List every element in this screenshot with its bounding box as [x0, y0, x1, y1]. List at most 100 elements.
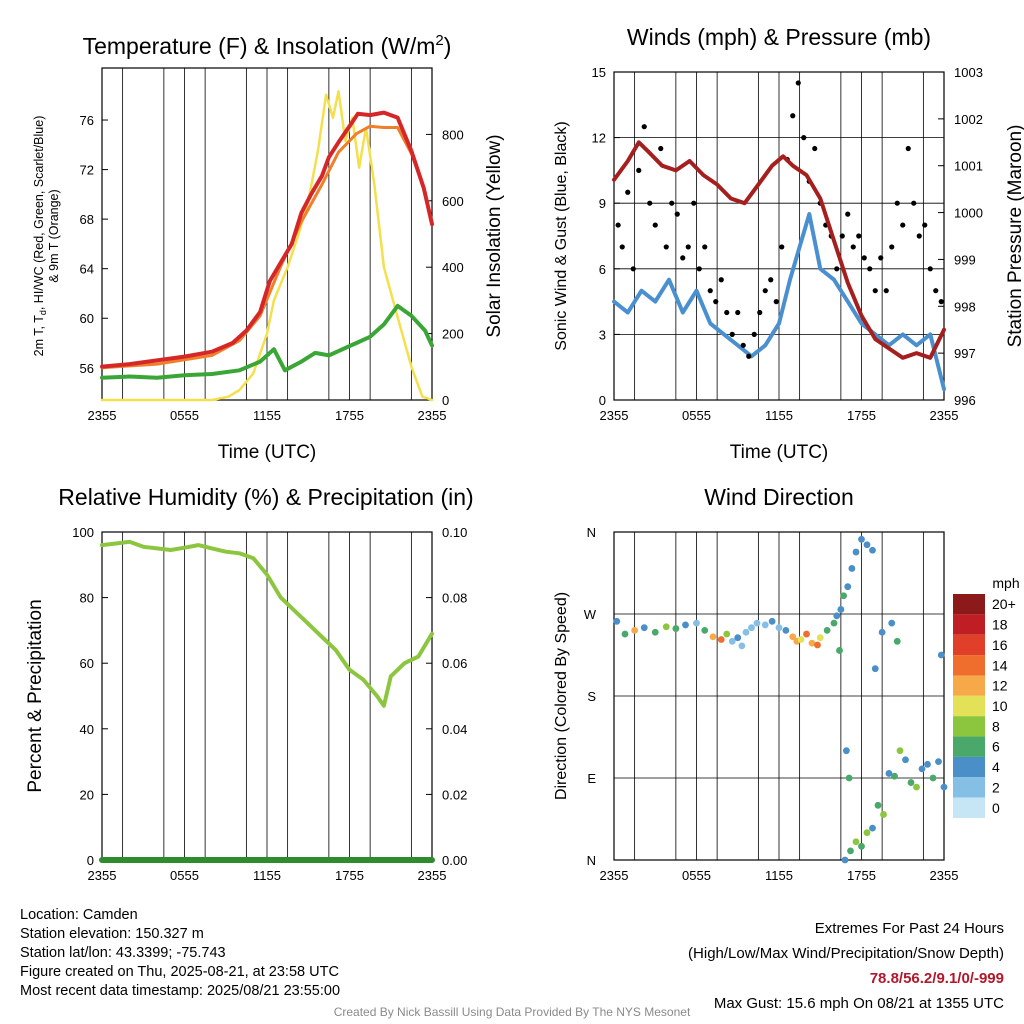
legend-label: 2 [992, 779, 1000, 795]
gust-point [922, 222, 928, 228]
gust-point [856, 233, 862, 239]
gust-point [850, 244, 856, 250]
winds-xlabel: Time (UTC) [730, 442, 829, 463]
direction-point [863, 541, 871, 549]
gust-point [652, 222, 658, 228]
gust-point [724, 309, 730, 316]
y-tick-label-left: 72 [80, 163, 94, 178]
direction-point [874, 801, 882, 809]
direction-tick-label: E [587, 771, 596, 786]
y-tick-label-right: 0.02 [442, 787, 467, 802]
direction-point [775, 624, 783, 632]
legend-swatch [953, 675, 985, 696]
x-tick-label: 2355 [418, 408, 447, 423]
gust-point [839, 233, 845, 239]
series-line [612, 140, 946, 360]
x-tick-label: 0555 [682, 408, 711, 423]
direction-point [880, 811, 887, 818]
station-info-line: Station lat/lon: 43.3399; -75.743 [20, 945, 226, 961]
y-tick-label-right: 999 [954, 252, 976, 267]
direction-point [814, 641, 821, 649]
y-tick-label-left: 15 [592, 65, 606, 80]
gust-point [900, 222, 906, 228]
x-tick-label: 1755 [335, 408, 364, 423]
direction-point [761, 621, 769, 629]
legend-label: 18 [992, 617, 1008, 633]
y-tick-label-right: 0.00 [442, 853, 467, 868]
direction-point [907, 779, 915, 786]
direction-point [662, 623, 670, 631]
y-tick-label-right: 0 [442, 393, 449, 408]
y-tick-label-left: 0 [599, 393, 606, 408]
legend-swatch [953, 716, 985, 737]
y-tick-label-left: 80 [80, 591, 94, 606]
gust-point [685, 244, 691, 250]
y-tick-label-left: 60 [80, 656, 94, 671]
legend-label: 4 [992, 759, 1000, 775]
direction-tick-label: N [587, 853, 596, 868]
gust-point [680, 255, 686, 261]
direction-point [878, 628, 886, 636]
x-tick-label: 2355 [930, 408, 959, 423]
gust-point [768, 277, 774, 283]
direction-point [913, 783, 920, 791]
winds-ylabel-right: Station Pressure (Maroon) [1005, 125, 1024, 348]
y-tick-label-right: 200 [442, 327, 464, 342]
direction-point [651, 628, 659, 636]
direction-point [840, 592, 848, 600]
direction-point [869, 824, 876, 832]
humidity-panel: 2355 0555 1155 1755 23550204060801000.000.02… [72, 525, 467, 883]
humidity-ylabel: Percent & Precipitation [25, 599, 46, 792]
gust-point [812, 145, 818, 152]
direction-point [885, 770, 893, 777]
gust-point [707, 288, 713, 294]
direction-point [631, 627, 639, 634]
y-tick-label-left: 3 [599, 327, 606, 342]
y-tick-label-right: 998 [954, 299, 976, 314]
gust-point [762, 288, 768, 294]
legend-swatch [953, 655, 985, 676]
direction-point [888, 619, 896, 627]
direction-point [782, 627, 790, 634]
direction-point [893, 637, 901, 645]
direction-point [858, 535, 865, 543]
legend-swatch [953, 797, 985, 818]
x-tick-label: 2355 [418, 868, 447, 883]
gust-point [615, 222, 621, 228]
speed-legend: 20+ 18 16 14 12 10 8 6 4 2 0 [953, 594, 1016, 818]
gust-point [718, 277, 724, 283]
direction-point [940, 783, 948, 791]
x-tick-label: 2355 [600, 868, 629, 883]
legend-label: 12 [992, 678, 1008, 694]
direction-point [823, 627, 831, 634]
gust-point [845, 211, 851, 217]
direction-point [701, 627, 709, 634]
gust-point [933, 288, 939, 294]
temperature-ylabel-right: Solar Insolation (Yellow) [484, 134, 505, 337]
x-tick-label: 1155 [253, 868, 281, 883]
winds-panel: 2355 0555 1155 1755 235503691215996997998999… [592, 65, 983, 423]
legend-label: 10 [992, 698, 1008, 714]
legend-swatch [953, 695, 985, 717]
station-info-line: Station elevation: 150.327 m [20, 926, 204, 942]
y-tick-label-left: 76 [80, 113, 94, 128]
direction-point [869, 546, 876, 554]
gust-point [878, 255, 884, 261]
y-tick-label-left: 9 [599, 196, 606, 211]
x-tick-label: 1755 [847, 408, 876, 423]
gust-point [625, 189, 631, 195]
direction-point [863, 829, 871, 837]
gust-point [927, 266, 933, 272]
gust-point [751, 331, 757, 337]
y-tick-label-right: 997 [954, 346, 976, 361]
direction-point [902, 756, 909, 764]
gust-point [630, 266, 636, 272]
y-tick-label-right: 1002 [954, 112, 983, 127]
direction-point [871, 665, 879, 673]
series-line [100, 303, 434, 380]
x-tick-label: 1755 [335, 868, 364, 883]
direction-panel: 2355 0555 1155 1755 2355 N E S W N [584, 525, 959, 883]
legend-label: 16 [992, 637, 1008, 653]
gust-point [916, 233, 922, 239]
gust-point [663, 244, 669, 250]
